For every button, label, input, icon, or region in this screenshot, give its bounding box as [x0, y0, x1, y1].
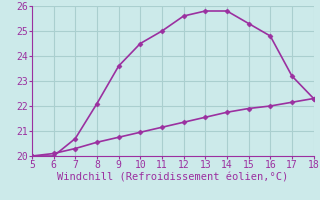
X-axis label: Windchill (Refroidissement éolien,°C): Windchill (Refroidissement éolien,°C): [57, 173, 288, 183]
